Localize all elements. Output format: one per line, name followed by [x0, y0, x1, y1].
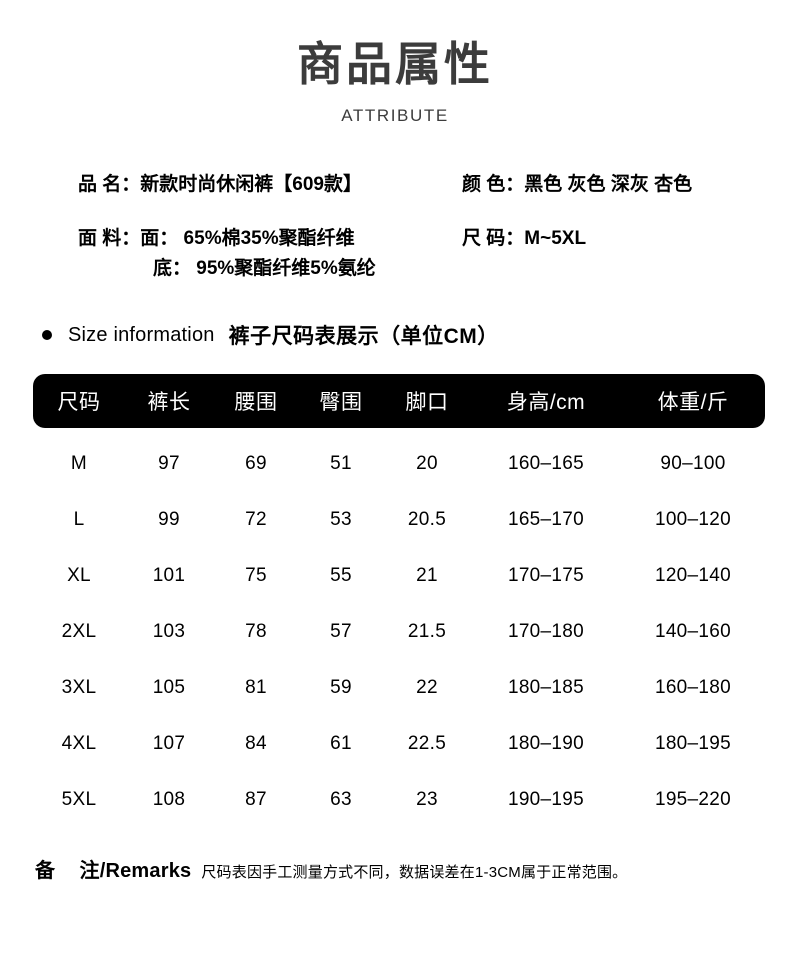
page-title: 商品属性: [297, 38, 493, 90]
cell-weight: 100–120: [654, 509, 732, 530]
size-table-head: 尺码 裤长 腰围 臀围 脚口 身高/cm 体重/斤: [33, 374, 765, 428]
fabric-value-line1: 面： 65%棉35%聚酯纤维: [140, 228, 355, 249]
cell-cuff: 20: [416, 453, 438, 474]
attribute-cell-size: 尺 码：M~5XL: [400, 224, 790, 254]
page-header: 商品属性 ATTRIBUTE: [0, 0, 790, 126]
cell-cuff: 21: [416, 565, 438, 586]
cell-hip: 61: [330, 733, 352, 754]
table-row: 4XL 107 84 61 22.5 180–190 180–195: [33, 716, 765, 772]
cell-weight: 140–160: [654, 621, 732, 642]
cell-waist: 78: [245, 621, 267, 642]
table-row: XL 101 75 55 21 170–175 120–140: [33, 548, 765, 604]
cell-weight: 180–195: [654, 733, 732, 754]
cell-length: 99: [158, 509, 180, 530]
cell-size: 5XL: [61, 789, 97, 810]
cell-waist: 75: [245, 565, 267, 586]
size-value: M~5XL: [524, 228, 587, 249]
cell-hip: 59: [330, 677, 352, 698]
size-heading-english: Size information: [68, 323, 215, 346]
cell-size: M: [70, 453, 88, 474]
column-header-waist: 腰围: [234, 391, 278, 414]
cell-size: 4XL: [61, 733, 97, 754]
cell-height: 165–170: [507, 509, 585, 530]
cell-hip: 55: [330, 565, 352, 586]
cell-height: 180–190: [507, 733, 585, 754]
cell-height: 170–180: [507, 621, 585, 642]
column-header-height: 身高/cm: [506, 391, 586, 414]
cell-weight: 160–180: [654, 677, 732, 698]
column-header-cuff: 脚口: [405, 391, 449, 414]
cell-waist: 87: [245, 789, 267, 810]
size-information-heading: Size information 裤子尺码表展示（单位CM）: [0, 320, 790, 350]
page-subtitle: ATTRIBUTE: [341, 106, 449, 125]
column-header-length: 裤长: [147, 391, 191, 414]
product-name-value: 新款时尚休闲裤【609款】: [140, 174, 362, 195]
color-label: 颜 色：: [462, 174, 525, 195]
color-value: 黑色 灰色 深灰 杏色: [524, 174, 693, 195]
cell-weight: 120–140: [654, 565, 732, 586]
size-heading-chinese: 裤子尺码表展示（单位CM）: [228, 325, 499, 348]
table-row: 2XL 103 78 57 21.5 170–180 140–160: [33, 604, 765, 660]
cell-length: 103: [152, 621, 186, 642]
attribute-cell-color: 颜 色：黑色 灰色 深灰 杏色: [400, 170, 790, 200]
cell-height: 160–165: [507, 453, 585, 474]
cell-size: L: [73, 509, 85, 530]
attribute-cell-fabric: 面 料：面： 65%棉35%聚酯纤维 底： 95%聚酯纤维5%氨纶: [0, 224, 400, 284]
cell-size: 2XL: [61, 621, 97, 642]
cell-cuff: 22.5: [407, 733, 447, 754]
cell-cuff: 21.5: [407, 621, 447, 642]
cell-weight: 195–220: [654, 789, 732, 810]
attribute-block: 品 名：新款时尚休闲裤【609款】 颜 色：黑色 灰色 深灰 杏色 面 料：面：…: [0, 170, 790, 284]
table-row: 5XL 108 87 63 23 190–195 195–220: [33, 772, 765, 828]
bullet-dot-icon: [42, 330, 52, 340]
size-table-container: 尺码 裤长 腰围 臀围 脚口 身高/cm 体重/斤 M 97 69 51 20 …: [0, 374, 790, 828]
remarks-text: 尺码表因手工测量方式不同，数据误差在1-3CM属于正常范围。: [201, 864, 628, 881]
cell-waist: 69: [245, 453, 267, 474]
product-name-label: 品 名：: [78, 174, 141, 195]
column-header-weight: 体重/斤: [657, 391, 729, 414]
cell-length: 107: [152, 733, 186, 754]
attribute-row-fabric-size: 面 料：面： 65%棉35%聚酯纤维 底： 95%聚酯纤维5%氨纶 尺 码：M~…: [0, 224, 790, 284]
cell-cuff: 22: [416, 677, 438, 698]
table-row: 3XL 105 81 59 22 180–185 160–180: [33, 660, 765, 716]
cell-length: 97: [158, 453, 180, 474]
fabric-label: 面 料：: [78, 228, 141, 249]
cell-height: 190–195: [507, 789, 585, 810]
remarks-footer: 备 注/Remarks 尺码表因手工测量方式不同，数据误差在1-3CM属于正常范…: [0, 854, 790, 883]
cell-size: 3XL: [61, 677, 97, 698]
cell-height: 180–185: [507, 677, 585, 698]
attribute-cell-product-name: 品 名：新款时尚休闲裤【609款】: [0, 170, 400, 200]
cell-waist: 81: [245, 677, 267, 698]
cell-size: XL: [67, 565, 91, 586]
cell-height: 170–175: [507, 565, 585, 586]
cell-hip: 53: [330, 509, 352, 530]
table-row: M 97 69 51 20 160–165 90–100: [33, 428, 765, 492]
cell-hip: 51: [330, 453, 352, 474]
cell-length: 108: [152, 789, 186, 810]
size-table: 尺码 裤长 腰围 臀围 脚口 身高/cm 体重/斤 M 97 69 51 20 …: [33, 374, 765, 828]
cell-cuff: 23: [416, 789, 438, 810]
column-header-size: 尺码: [57, 391, 101, 414]
size-table-body: M 97 69 51 20 160–165 90–100 L 99 72 53 …: [33, 428, 765, 828]
size-label: 尺 码：: [462, 228, 525, 249]
table-row: L 99 72 53 20.5 165–170 100–120: [33, 492, 765, 548]
cell-cuff: 20.5: [407, 509, 447, 530]
remarks-label-main: 注/Remarks: [79, 860, 192, 882]
fabric-value-line2: 底： 95%聚酯纤维5%氨纶: [153, 258, 376, 279]
size-table-header-row: 尺码 裤长 腰围 臀围 脚口 身高/cm 体重/斤: [33, 374, 765, 428]
remarks-label-cn: 备: [35, 860, 56, 882]
cell-hip: 63: [330, 789, 352, 810]
column-header-hip: 臀围: [319, 391, 363, 414]
cell-length: 105: [152, 677, 186, 698]
cell-hip: 57: [330, 621, 352, 642]
cell-length: 101: [152, 565, 186, 586]
cell-weight: 90–100: [660, 453, 726, 474]
cell-waist: 84: [245, 733, 267, 754]
attribute-row-name-color: 品 名：新款时尚休闲裤【609款】 颜 色：黑色 灰色 深灰 杏色: [0, 170, 790, 200]
cell-waist: 72: [245, 509, 267, 530]
